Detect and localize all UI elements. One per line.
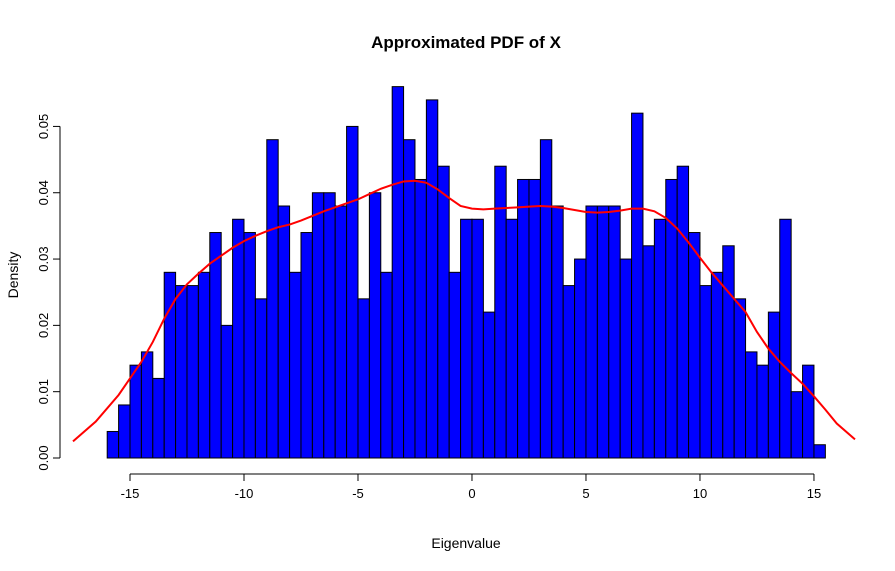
histogram-bar: [266, 139, 279, 459]
x-axis: -15 -10 -5 0 5 10 15: [121, 473, 821, 501]
x-tick-label: -5: [352, 486, 364, 501]
histogram-bar: [448, 271, 462, 459]
x-tick-label: 5: [582, 486, 589, 501]
histogram-bar: [140, 351, 154, 459]
histogram-bar: [471, 218, 484, 459]
histogram-bar: [733, 298, 747, 459]
histogram-bar: [391, 86, 405, 459]
histogram-bar: [745, 351, 758, 459]
histogram-bar: [403, 139, 416, 459]
histogram-bar: [152, 377, 165, 459]
y-tick-label: 0.04: [36, 180, 51, 205]
histogram-bar: [642, 245, 655, 459]
histogram-bar: [277, 205, 291, 459]
histogram-bar: [357, 298, 370, 459]
histogram-bar: [676, 165, 690, 459]
histogram-bar: [334, 205, 348, 459]
chart-title: Approximated PDF of X: [371, 33, 562, 52]
histogram-bar: [346, 125, 359, 459]
y-axis-label: Density: [5, 252, 21, 299]
histogram-bar: [482, 311, 496, 459]
histogram-bars: [106, 86, 826, 459]
y-tick-label: 0.00: [36, 445, 51, 470]
y-tick-label: 0.03: [36, 246, 51, 271]
histogram-bar: [323, 192, 336, 459]
y-tick-label: 0.01: [36, 379, 51, 404]
density-curve: [72, 179, 856, 443]
histogram-bar: [505, 218, 519, 459]
histogram-bar: [631, 112, 644, 459]
histogram-bar: [380, 271, 393, 459]
histogram-bar: [129, 364, 142, 459]
histogram-bar: [767, 311, 781, 459]
histogram-bar: [596, 205, 610, 459]
histogram-bar: [551, 205, 564, 459]
histogram-bar: [802, 364, 815, 459]
y-tick-label: 0.02: [36, 313, 51, 338]
histogram-bar: [106, 430, 120, 459]
histogram-bar: [779, 218, 792, 459]
histogram-bar: [528, 178, 541, 459]
histogram-bar: [722, 245, 735, 459]
histogram-bar: [243, 232, 256, 459]
histogram-bar: [619, 258, 633, 459]
histogram-bar: [437, 165, 450, 459]
histogram-bar: [688, 232, 701, 459]
histogram-bar: [425, 99, 439, 459]
histogram-bar: [574, 258, 587, 459]
y-axis: 0.00 0.01 0.02 0.03 0.04 0.05: [36, 114, 61, 471]
histogram-bar: [311, 192, 325, 459]
histogram-bar: [585, 205, 598, 459]
histogram-bar: [118, 404, 131, 459]
histogram-bar: [710, 271, 724, 459]
histogram-bar: [494, 165, 507, 459]
histogram-bar: [813, 444, 826, 459]
histogram-bar: [300, 232, 313, 459]
x-tick-label: 0: [468, 486, 475, 501]
histogram-bar: [289, 271, 302, 459]
x-tick-label: -10: [235, 486, 254, 501]
histogram-bar: [665, 178, 678, 459]
x-axis-label: Eigenvalue: [431, 535, 500, 551]
histogram-bar: [414, 178, 427, 459]
x-tick-label: 15: [807, 486, 821, 501]
histogram-bar: [232, 218, 245, 459]
histogram-bar: [197, 271, 211, 459]
histogram-bar: [756, 364, 769, 459]
histogram-bar: [608, 205, 621, 459]
histogram-bar: [653, 218, 667, 459]
histogram-bar: [175, 285, 188, 459]
histogram-bar: [368, 192, 382, 459]
histogram-bar: [562, 285, 576, 459]
histogram-bar: [460, 218, 473, 459]
x-tick-label: -15: [121, 486, 140, 501]
histogram-bar: [209, 232, 222, 459]
histogram-bar: [539, 139, 553, 459]
histogram-bar: [254, 298, 268, 459]
histogram-bar: [186, 285, 199, 459]
histogram-bar: [699, 285, 712, 459]
histogram-bar: [517, 178, 530, 459]
y-tick-label: 0.05: [36, 114, 51, 139]
histogram-bar: [220, 324, 234, 459]
histogram-bar: [790, 391, 804, 459]
x-tick-label: 10: [693, 486, 707, 501]
